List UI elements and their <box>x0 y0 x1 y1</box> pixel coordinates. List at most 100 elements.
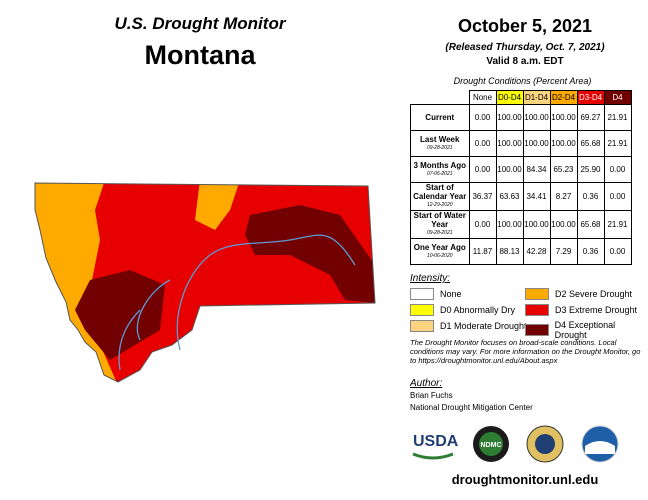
note: The Drought Monitor focuses on broad-sca… <box>410 338 641 365</box>
table-row: One Year Ago 10-06-2020 11.87 88.13 42.28 7.2… <box>410 238 632 265</box>
legend-swatch <box>410 320 434 332</box>
ndmc-logo: NDMC <box>481 442 502 449</box>
cell: 7.29 <box>549 238 578 265</box>
legend-item: D2 Severe Drought <box>525 288 632 300</box>
row-date: 09-28-2021 <box>426 230 453 236</box>
legend-swatch <box>525 324 549 336</box>
row-label: One Year Ago 10-06-2020 <box>410 238 470 265</box>
row-name: Start of Calendar Year <box>413 183 467 201</box>
legend-swatch <box>525 288 549 300</box>
column-header: D4 <box>603 90 632 105</box>
cell: 100.00 <box>522 210 551 239</box>
cell: 21.91 <box>603 210 632 239</box>
url: droughtmonitor.unl.edu <box>451 472 599 487</box>
cell: 65.68 <box>576 210 605 239</box>
row-name: 3 Months Ago <box>413 160 467 170</box>
row-name: Start of Water Year <box>413 211 466 229</box>
rivers <box>118 234 356 371</box>
row-date: 12-29-2020 <box>426 202 453 208</box>
column-header: D1-D4 <box>522 90 551 105</box>
legend-label: D0 Abnormally Dry <box>440 305 516 315</box>
cell: 0.00 <box>603 238 632 265</box>
cell: 0.36 <box>576 238 605 265</box>
cell: 0.00 <box>468 156 497 183</box>
map-date: October 5, 2021 <box>457 16 593 36</box>
cell: 0.00 <box>603 182 632 211</box>
legend-item: D0 Abnormally Dry <box>410 304 515 316</box>
cell: 25.90 <box>576 156 605 183</box>
row-label: Start of Water Year 09-28-2021 <box>410 210 470 239</box>
cell: 65.68 <box>576 130 605 157</box>
legend-item: None <box>410 288 462 300</box>
row-label: Last Week 09-28-2021 <box>410 130 470 157</box>
cell: 100.00 <box>522 104 551 131</box>
cell: 8.27 <box>549 182 578 211</box>
cell: 0.00 <box>468 210 497 239</box>
usda-logo: USDA <box>413 433 459 450</box>
cell: 63.63 <box>495 182 524 211</box>
cell: 69.27 <box>576 104 605 131</box>
table-row: Current 0.00 100.00 100.00 100.00 69.27 21.91 <box>410 104 632 131</box>
table-row: 3 Months Ago 07-06-2021 0.00 100.00 84.34 65.… <box>410 156 632 183</box>
legend-label: D2 Severe Drought <box>555 289 633 299</box>
row-name: Current <box>425 113 455 122</box>
column-header: D3-D4 <box>576 90 605 105</box>
cell: 11.87 <box>468 238 497 265</box>
cell: 84.34 <box>522 156 551 183</box>
row-date: 10-06-2020 <box>426 252 453 259</box>
state-outline <box>34 182 376 383</box>
legend-title: Intensity: <box>410 273 451 284</box>
cell: 0.00 <box>468 104 497 131</box>
cell: 0.00 <box>468 130 497 157</box>
legend-swatch <box>410 304 434 316</box>
drought-areas <box>35 183 375 382</box>
valid-time: Valid 8 a.m. EDT <box>486 56 564 67</box>
logos: USDA NDMC <box>412 425 619 463</box>
table-row: Start of Water Year 09-28-2021 0.00 100.00 1… <box>410 210 632 239</box>
row-date: 07-06-2021 <box>426 170 453 177</box>
legend-label: None <box>440 289 462 299</box>
row-date: 09-28-2021 <box>426 144 453 151</box>
cell: 100.00 <box>495 156 524 183</box>
cell: 100.00 <box>522 130 551 157</box>
cell: 100.00 <box>495 210 524 239</box>
row-name: Last Week <box>420 134 460 144</box>
state-title: Montana <box>144 40 256 70</box>
legend-item: D4 Exceptional Drought <box>525 320 648 340</box>
column-header: D0-D4 <box>495 90 524 105</box>
table-caption: Drought Conditions (Percent Area) <box>453 76 592 86</box>
cell: 0.00 <box>603 156 632 183</box>
header-row: None D0-D4 D1-D4 D2-D4 D3-D4 D4 <box>411 90 632 105</box>
cell: 21.91 <box>603 104 632 131</box>
legend-swatch <box>525 304 549 316</box>
legend-item: D3 Extreme Drought <box>525 304 637 316</box>
cell: 100.00 <box>549 130 578 157</box>
cell: 36.37 <box>468 182 497 211</box>
author-label: Author: <box>410 378 443 389</box>
legend-item: D1 Moderate Drought <box>410 320 527 332</box>
cell: 21.91 <box>603 130 632 157</box>
cell: 100.00 <box>495 104 524 131</box>
author-name: Brian Fuchs <box>410 391 453 400</box>
row-name: One Year Ago <box>413 242 466 252</box>
row-label: Start of Calendar Year 12-29-2020 <box>410 182 470 211</box>
cell: 100.00 <box>549 210 578 239</box>
cell: 0.36 <box>576 182 605 211</box>
release-date: (Released Thursday, Oct. 7, 2021) <box>445 42 605 53</box>
agency-title: U.S. Drought Monitor <box>114 14 286 33</box>
table-row: Start of Calendar Year 12-29-2020 36.37 63.… <box>410 182 632 211</box>
legend-swatch <box>410 288 434 300</box>
row-label: 3 Months Ago 07-06-2021 <box>410 156 470 183</box>
legend-label: D1 Moderate Drought <box>440 321 527 331</box>
row-label: Current <box>410 104 470 131</box>
column-header: None <box>468 90 497 105</box>
cell: 100.00 <box>549 104 578 131</box>
map <box>34 182 376 383</box>
cell: 34.41 <box>522 182 551 211</box>
table-row: Last Week 09-28-2021 0.00 100.00 100.00 100.0… <box>410 130 632 157</box>
legend-label: D4 Exceptional Drought <box>554 320 616 340</box>
author-org: National Drought Mitigation Center <box>410 403 533 412</box>
legend-label: D3 Extreme Drought <box>555 305 638 315</box>
cell: 65.23 <box>549 156 578 183</box>
